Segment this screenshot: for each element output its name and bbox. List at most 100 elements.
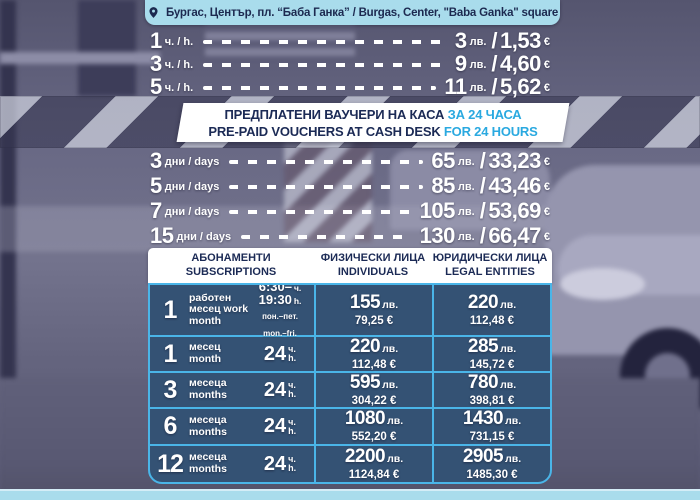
- daily-rate-row: 3 дни / days 65 лв. / 33,23 €: [150, 148, 552, 173]
- hourly-rates: 1 ч. / h. 3 лв. / 1,53 € 3 ч. / h. 9 лв.…: [150, 27, 552, 99]
- price-eur: 1,53: [500, 27, 541, 53]
- price-eur: 5,62: [500, 73, 541, 99]
- bgn-unit: лв.: [469, 36, 487, 48]
- price-bgn: 130: [419, 222, 456, 248]
- subscription-cell: 1 работен месец work month 6:30– ч. 19:30…: [150, 285, 314, 338]
- price-eur: 43,46: [488, 172, 541, 198]
- bgn-unit: лв.: [457, 181, 475, 193]
- subscription-cell: 12 месеца months 24 ч. h.: [150, 446, 314, 482]
- price-eur: 53,69: [488, 197, 541, 223]
- period-number: 3: [163, 375, 178, 404]
- banner-highlight-bg: ЗА 24 ЧАСА: [447, 106, 522, 122]
- daily-rate-row: 7 дни / days 105 лв. / 53,69 €: [150, 198, 552, 223]
- eur-unit: €: [543, 231, 550, 243]
- legal-price-cell: 285 лв. 145,72 €: [434, 336, 550, 371]
- hours-cell: 6:30– ч. 19:30 h. пон.–пет. mon.–fri.: [258, 283, 302, 338]
- days-qty: 5: [150, 172, 162, 198]
- bgn-unit: лв.: [469, 59, 487, 71]
- period-number: 12: [157, 449, 184, 478]
- bgn-unit: лв.: [457, 156, 475, 168]
- price-separator: /: [491, 27, 498, 53]
- days-unit: дни / days: [164, 206, 220, 218]
- hourly-rate-row: 5 ч. / h. 11 лв. / 5,62 €: [150, 73, 552, 99]
- price-eur: 66,47: [488, 222, 541, 248]
- days-unit: дни / days: [176, 231, 232, 243]
- price-bgn: 9: [454, 50, 467, 76]
- price-separator: /: [479, 197, 486, 223]
- dash-leader: [229, 159, 424, 164]
- hours-qty: 3: [150, 50, 162, 76]
- days-qty: 15: [150, 222, 174, 248]
- eur-unit: €: [543, 36, 550, 48]
- dash-leader: [203, 62, 447, 67]
- legal-price-cell: 780 лв. 398,81 €: [434, 372, 550, 407]
- price-separator: /: [491, 50, 498, 76]
- table-header: АБОНАМЕНТИ SUBSCRIPTIONS ФИЗИЧЕСКИ ЛИЦА IN…: [148, 248, 552, 283]
- banner-line-en: PRE-PAID VOUCHERS AT CASH DESK FOR 24 HO…: [208, 123, 538, 139]
- period-label: месеца months: [189, 451, 227, 475]
- price-bgn: 85: [431, 172, 455, 198]
- days-qty: 7: [150, 197, 162, 223]
- legal-price-cell: 220 лв. 112,48 €: [434, 285, 550, 335]
- dash-leader: [229, 184, 424, 189]
- days-unit: дни / days: [164, 156, 220, 168]
- daily-rate-row: 5 дни / days 85 лв. / 43,46 €: [150, 173, 552, 198]
- period-number: 1: [163, 339, 178, 368]
- header-subscriptions: АБОНАМЕНТИ SUBSCRIPTIONS: [185, 251, 277, 278]
- banner-line-bg: ПРЕДПЛАТЕНИ ВАУЧЕРИ НА КАСА ЗА 24 ЧАСА: [224, 106, 522, 122]
- subscription-table: АБОНАМЕНТИ SUBSCRIPTIONS ФИЗИЧЕСКИ ЛИЦА IN…: [148, 248, 552, 484]
- days-qty: 3: [150, 147, 162, 173]
- hours-cell: 24 ч. h.: [263, 342, 297, 365]
- hours-cell: 24 ч. h.: [263, 378, 297, 401]
- price-bgn: 105: [419, 197, 456, 223]
- dash-leader: [203, 39, 447, 44]
- price-bgn: 65: [431, 147, 455, 173]
- daily-rate-row: 15 дни / days 130 лв. / 66,47 €: [150, 223, 552, 248]
- bgn-unit: лв.: [457, 231, 475, 243]
- eur-unit: €: [543, 181, 550, 193]
- individuals-price-cell: 1080 лв. 552,20 €: [316, 408, 432, 444]
- hourly-rate-row: 1 ч. / h. 3 лв. / 1,53 €: [150, 27, 552, 53]
- period-label: месеца months: [189, 413, 227, 438]
- legal-price-cell: 2905 лв. 1485,30 €: [434, 446, 550, 482]
- legal-price-cell: 1430 лв. 731,15 €: [434, 408, 550, 444]
- bottom-accent-bar: [0, 489, 700, 500]
- price-separator: /: [479, 147, 486, 173]
- bgn-unit: лв.: [469, 82, 487, 94]
- header-legal-entities: ЮРИДИЧЕСКИ ЛИЦА LEGAL ENTITIES: [432, 251, 548, 278]
- hourly-rate-row: 3 ч. / h. 9 лв. / 4,60 €: [150, 50, 552, 76]
- bgn-unit: лв.: [457, 206, 475, 218]
- hours-unit: ч. / h.: [164, 36, 194, 48]
- subscription-cell: 3 месеца months 24 ч. h.: [150, 373, 314, 407]
- price-separator: /: [491, 73, 498, 99]
- days-unit: дни / days: [164, 181, 220, 193]
- subscription-cell: 1 месец month 24 ч. h.: [150, 337, 314, 371]
- location-bar: Бургас, Център, пл. “Баба Ганка” / Burga…: [145, 0, 560, 25]
- period-number: 1: [163, 295, 178, 324]
- hours-qty: 5: [150, 73, 162, 99]
- price-separator: /: [479, 222, 486, 248]
- eur-unit: €: [543, 206, 550, 218]
- individuals-price-cell: 220 лв. 112,48 €: [316, 336, 432, 371]
- hours-cell: 24 ч. h.: [263, 415, 297, 437]
- period-label: месеца months: [189, 377, 227, 401]
- price-separator: /: [479, 172, 486, 198]
- location-pin-icon: [149, 7, 158, 18]
- individuals-price-cell: 155 лв. 79,25 €: [316, 285, 432, 335]
- individuals-price-cell: 595 лв. 304,22 €: [316, 372, 432, 407]
- hours-qty: 1: [150, 27, 162, 53]
- price-bgn: 3: [454, 27, 467, 53]
- hours-unit: ч. / h.: [164, 82, 194, 94]
- price-eur: 4,60: [500, 50, 541, 76]
- individuals-price-cell: 2200 лв. 1124,84 €: [316, 446, 432, 482]
- location-text: Бургас, Център, пл. “Баба Ганка” / Burga…: [165, 6, 559, 19]
- price-bgn: 11: [444, 73, 467, 99]
- voucher-banner: ПРЕДПЛАТЕНИ ВАУЧЕРИ НА КАСА ЗА 24 ЧАСА P…: [176, 103, 570, 142]
- period-number: 6: [163, 412, 178, 440]
- header-individuals: ФИЗИЧЕСКИ ЛИЦА INDIVIDUALS: [320, 251, 426, 278]
- eur-unit: €: [543, 82, 550, 94]
- hours-cell: 24 ч. h.: [263, 452, 297, 475]
- dash-leader: [241, 234, 412, 239]
- hours-unit: ч. / h.: [164, 59, 194, 71]
